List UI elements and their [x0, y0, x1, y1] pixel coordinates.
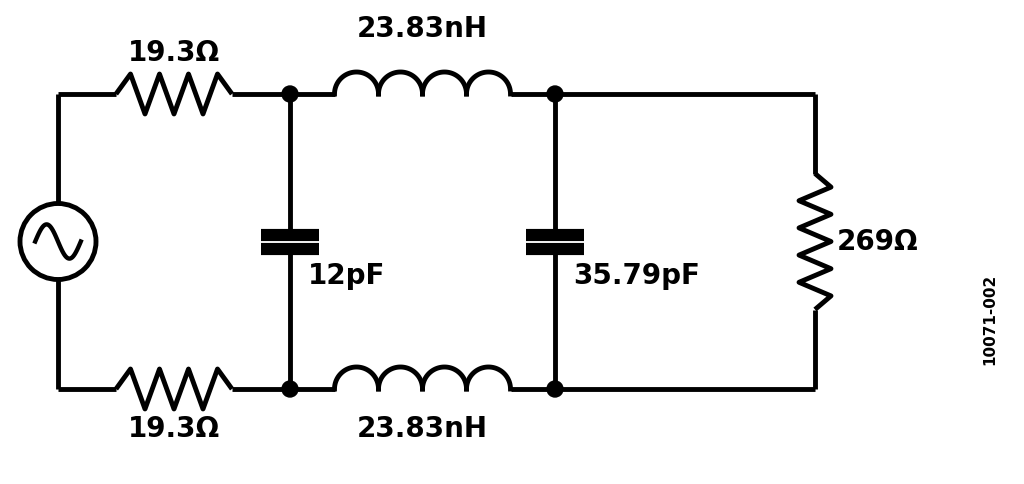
Circle shape [282, 87, 298, 103]
Text: 35.79pF: 35.79pF [573, 262, 699, 290]
Text: 269Ω: 269Ω [837, 228, 919, 256]
Text: 10071-002: 10071-002 [982, 273, 997, 364]
Text: 19.3Ω: 19.3Ω [128, 39, 220, 67]
Circle shape [547, 381, 563, 397]
Text: 19.3Ω: 19.3Ω [128, 414, 220, 442]
Text: 23.83nH: 23.83nH [357, 414, 488, 442]
Text: 23.83nH: 23.83nH [357, 15, 488, 43]
Text: 12pF: 12pF [308, 262, 385, 290]
Circle shape [547, 87, 563, 103]
Circle shape [282, 381, 298, 397]
